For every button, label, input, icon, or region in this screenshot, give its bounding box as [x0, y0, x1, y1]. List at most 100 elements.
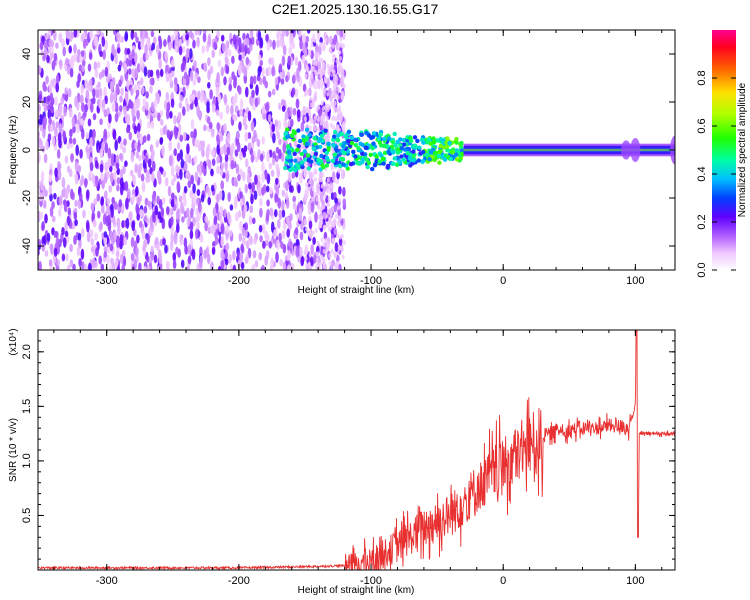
heatmap-cell	[146, 133, 151, 142]
heatmap-cell	[267, 65, 272, 77]
heatmap-cell	[201, 165, 205, 174]
heatmap-cell	[409, 157, 414, 162]
heatmap-cell	[241, 43, 245, 53]
heatmap-cell	[80, 33, 85, 43]
heatmap-cell	[308, 111, 312, 117]
heatmap-cell	[248, 215, 253, 225]
heatmap-cell	[39, 211, 44, 220]
heatmap-cell	[63, 201, 68, 213]
heatmap-cell	[417, 145, 422, 150]
heatmap-cell	[40, 179, 44, 192]
heatmap-cell	[187, 255, 192, 265]
heatmap-cell	[228, 76, 233, 85]
heatmap-cell	[215, 109, 220, 117]
heatmap-xtick-label: -300	[96, 275, 118, 287]
heatmap-cell	[219, 111, 223, 120]
heatmap-cell	[322, 248, 326, 254]
heatmap-cell	[192, 183, 196, 194]
heatmap-cell	[339, 36, 343, 42]
heatmap-cell	[203, 124, 207, 132]
colorbar-label: Normalized spectral amplitude	[737, 82, 748, 217]
heatmap-cell	[316, 53, 320, 59]
heatmap-cell	[336, 133, 341, 138]
heatmap-cell	[130, 87, 134, 96]
heatmap-cell	[58, 122, 63, 134]
heatmap-cell	[89, 168, 93, 179]
heatmap-cell	[288, 46, 293, 56]
heatmap-cell	[166, 101, 171, 112]
heatmap-cell	[326, 177, 330, 183]
heatmap-cell	[207, 33, 212, 46]
heatmap-cell	[41, 243, 46, 252]
heatmap-cell	[91, 257, 96, 269]
heatmap-cell	[77, 111, 82, 121]
heatmap-cell	[107, 158, 111, 168]
heatmap-cell	[119, 140, 124, 150]
heatmap-cell	[115, 250, 120, 258]
heatmap-cell	[252, 217, 256, 225]
heatmap-cell	[207, 82, 211, 89]
heatmap-cell	[189, 190, 193, 199]
heatmap-cell	[115, 154, 120, 165]
heatmap-cell	[170, 98, 175, 108]
heatmap-cell	[220, 259, 225, 270]
heatmap-cell	[338, 197, 342, 203]
heatmap-cell	[124, 30, 129, 42]
heatmap-cell	[145, 91, 149, 99]
heatmap-cell	[157, 112, 161, 122]
heatmap-cell	[314, 84, 318, 90]
heatmap-cell	[308, 252, 312, 258]
heatmap-cell	[304, 141, 310, 147]
heatmap-cell	[385, 163, 391, 169]
snr-xtick-label: -300	[96, 575, 118, 587]
heatmap-cell	[440, 154, 445, 159]
heatmap-cell	[325, 213, 329, 219]
heatmap-cell	[68, 168, 73, 178]
heatmap-cell	[330, 158, 336, 163]
heatmap-cell	[285, 127, 290, 132]
heatmap-cell	[233, 114, 238, 122]
heatmap-cell	[248, 182, 252, 190]
heatmap-cell	[64, 87, 68, 95]
heatmap-cell	[122, 146, 126, 154]
heatmap-cell	[329, 212, 333, 218]
heatmap-cell	[374, 154, 379, 159]
heatmap-cell	[337, 205, 341, 211]
heatmap-cell	[149, 69, 154, 78]
heatmap-cell	[333, 100, 337, 106]
heatmap-cell	[333, 63, 338, 71]
heatmap-cell	[150, 251, 155, 261]
heatmap-cell	[460, 148, 465, 153]
heatmap-cell	[238, 232, 243, 242]
heatmap-cell	[196, 36, 200, 48]
snr-ytick-label: 0.5	[21, 508, 33, 523]
heatmap-cell	[180, 62, 185, 73]
heatmap-cell	[178, 45, 183, 56]
heatmap-cell	[216, 165, 220, 175]
heatmap-cell	[269, 264, 274, 270]
heatmap-cell	[326, 103, 329, 109]
heatmap-cell	[76, 54, 81, 64]
heatmap-cell	[261, 187, 265, 196]
snr-line-plot	[38, 330, 675, 570]
heatmap-cell	[334, 242, 339, 253]
heatmap-cell	[212, 207, 217, 217]
heatmap-cell	[131, 49, 135, 58]
heatmap-cell	[55, 236, 60, 247]
heatmap-cell	[374, 159, 379, 164]
heatmap-cell	[146, 169, 150, 178]
heatmap-cell	[92, 219, 97, 228]
heatmap-cell	[80, 248, 85, 260]
heatmap-cell	[319, 42, 323, 47]
heatmap-cell	[311, 230, 315, 236]
heatmap-cell	[339, 64, 343, 70]
heatmap-cell	[176, 153, 181, 162]
heatmap-cell	[341, 144, 346, 149]
heatmap-cell	[138, 220, 143, 229]
heatmap-cell	[332, 134, 337, 139]
heatmap-cell	[453, 152, 459, 157]
heatmap-cell	[155, 44, 160, 55]
heatmap-cell	[207, 57, 211, 67]
heatmap-cell	[331, 259, 336, 267]
